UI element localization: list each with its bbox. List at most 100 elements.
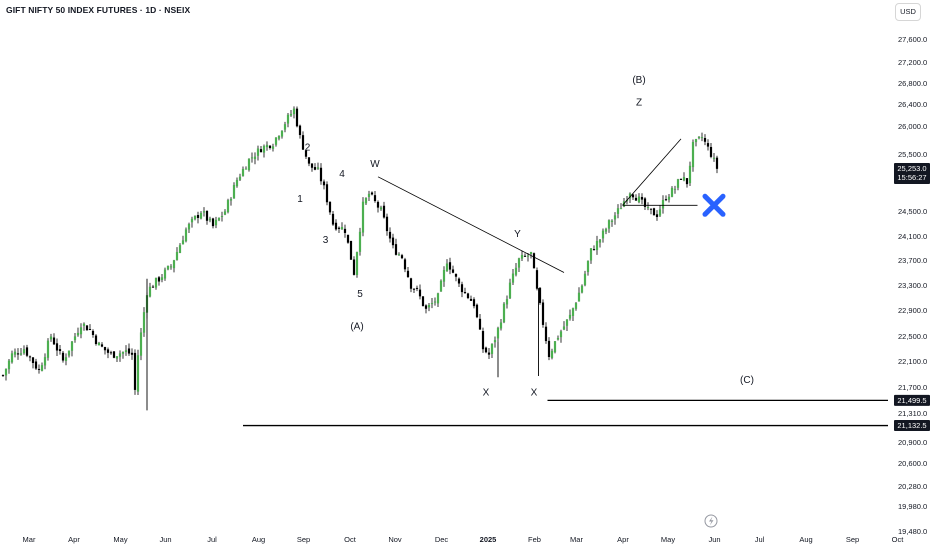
candle-body: [514, 267, 518, 275]
candle-body: [484, 347, 488, 353]
candle-body: [289, 113, 293, 116]
candle-body: [610, 220, 614, 222]
candle-body: [571, 308, 575, 316]
wave-label: 3: [323, 235, 329, 246]
candle-body: [376, 201, 380, 208]
candle-body: [550, 350, 554, 358]
candle-body: [208, 218, 212, 221]
y-tick-label: 19,480.0: [898, 527, 927, 536]
level-label: 21,132.5: [897, 421, 926, 430]
candle-body: [28, 356, 32, 358]
candle-body: [382, 205, 386, 218]
candle-body: [70, 341, 74, 351]
candle-body: [280, 130, 284, 137]
candle-body: [589, 248, 593, 261]
candle-body: [316, 167, 320, 169]
y-tick-label: 20,900.0: [898, 438, 927, 447]
candle-body: [82, 323, 86, 326]
candle-body: [478, 318, 482, 330]
candle-body: [430, 303, 434, 305]
candle-body: [22, 349, 26, 354]
candle-body: [343, 228, 347, 233]
candle-body: [532, 253, 536, 269]
chart-title: GIFT NIFTY 50 INDEX FUTURES · 1D · NSEIX: [6, 5, 191, 15]
candle-body: [307, 157, 311, 164]
candle-body: [247, 158, 251, 171]
candle-body: [364, 197, 368, 204]
candle-body: [652, 208, 656, 216]
candle-body: [91, 330, 95, 335]
candle-body: [520, 254, 524, 259]
candle-body: [496, 327, 500, 339]
price-axis: 27,600.0 27,200.0 26,800.0 26,400.0 26,000.0…: [898, 35, 927, 536]
candle-body: [310, 163, 314, 168]
candle-body: [124, 350, 128, 353]
candle-body: [295, 108, 299, 127]
candle-body: [439, 280, 443, 292]
wave-label: 2: [305, 143, 311, 154]
x-tick-label: 2025: [480, 535, 497, 544]
candle-body: [226, 200, 230, 213]
candle-body: [709, 146, 713, 157]
candle-body: [442, 269, 446, 282]
candle-body: [163, 269, 167, 279]
x-tick-label: Apr: [68, 535, 80, 544]
candle-body: [334, 222, 338, 230]
candle-body: [103, 346, 107, 351]
candle-body: [517, 258, 521, 268]
candle-body: [658, 209, 662, 216]
y-tick-label: 20,600.0: [898, 459, 927, 468]
candle-body: [694, 139, 698, 143]
candle-body: [130, 352, 134, 355]
cross-marker: [702, 193, 726, 217]
x-tick-label: May: [661, 535, 675, 544]
trend-line[interactable]: [622, 138, 682, 206]
candle-body: [628, 193, 632, 199]
candle-body: [586, 260, 590, 273]
candle-body: [379, 207, 383, 210]
y-tick-label: 26,000.0: [898, 122, 927, 131]
candle-body: [7, 360, 11, 370]
trend-line[interactable]: [377, 176, 565, 273]
candle-body: [637, 196, 641, 203]
candle-body: [229, 198, 233, 201]
candle-body: [541, 302, 545, 325]
lightning-icon[interactable]: [704, 514, 718, 528]
candle-body: [505, 299, 509, 305]
candle-body: [298, 125, 302, 136]
y-tick-label: 21,700.0: [898, 383, 927, 392]
candle-body: [67, 350, 71, 356]
candle-body: [436, 293, 440, 304]
candle-body: [529, 252, 533, 255]
candle-body: [259, 149, 263, 153]
candle-body: [352, 259, 356, 275]
candle-body: [655, 214, 659, 218]
candle-body: [367, 193, 371, 198]
wave-label: Z: [636, 98, 642, 109]
candle-body: [553, 341, 557, 353]
x-tick-label: Apr: [617, 535, 629, 544]
candle-body: [598, 239, 602, 243]
candle-body: [406, 270, 410, 278]
y-tick-label: 20,280.0: [898, 482, 927, 491]
wave-label: 4: [339, 169, 345, 180]
y-tick-label: 25,500.0: [898, 150, 927, 159]
candle-body: [583, 273, 587, 286]
candle-body: [13, 351, 17, 355]
candle-body: [493, 340, 497, 343]
currency-button[interactable]: USD: [895, 3, 921, 21]
candle-body: [241, 168, 245, 177]
candle-body: [16, 353, 20, 355]
candle-body: [682, 177, 686, 181]
candle-body: [358, 231, 362, 252]
candle-body: [403, 259, 407, 270]
x-tick-label: Oct: [344, 535, 357, 544]
candle-body: [235, 179, 239, 187]
candle-body: [418, 289, 422, 297]
x-tick-label: Oct: [892, 535, 905, 544]
candle-body: [562, 326, 566, 330]
candle-body: [454, 274, 458, 277]
x-tick-label: Sep: [297, 535, 310, 544]
candle-body: [172, 260, 176, 269]
